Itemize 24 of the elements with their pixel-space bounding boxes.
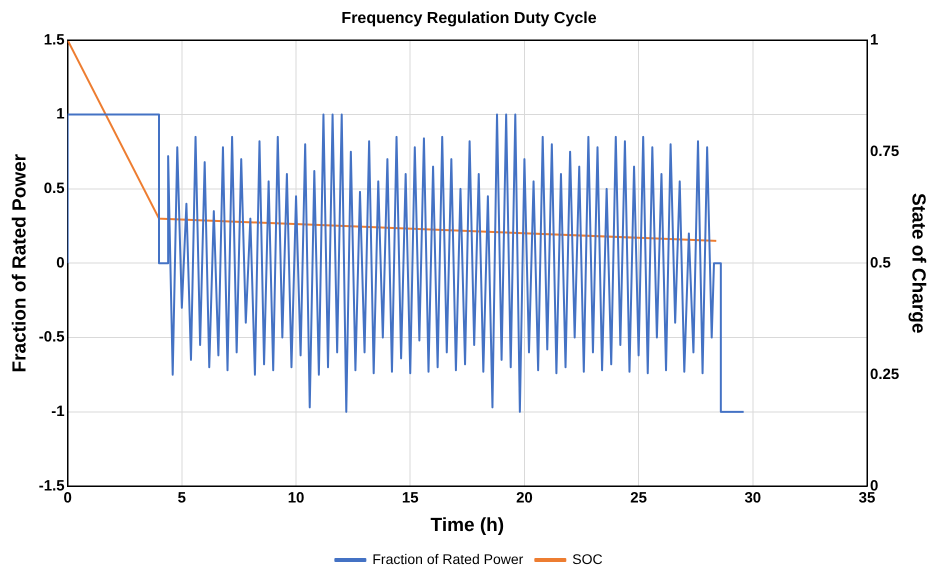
- x-tick-label: 30: [744, 489, 762, 506]
- x-tick-label: 35: [858, 489, 876, 506]
- legend-label: Fraction of Rated Power: [372, 550, 524, 567]
- y-tick-label: -1.5: [38, 477, 65, 494]
- y2-tick-label: 0.5: [870, 254, 891, 272]
- y-tick-label: 1.5: [44, 31, 65, 48]
- x-tick-label: 20: [516, 489, 533, 506]
- x-tick-label: 15: [402, 489, 419, 506]
- x-tick-label: 10: [288, 489, 304, 506]
- y-tick-label: -0.5: [38, 328, 65, 346]
- y2-axis-title: State of Charge: [907, 192, 928, 334]
- y2-tick-label: 1: [870, 31, 878, 48]
- y2-tick-label: 0.25: [870, 366, 900, 383]
- y2-tick-label: 0.75: [870, 142, 900, 160]
- chart-title: Frequency Regulation Duty Cycle: [341, 10, 597, 28]
- y-tick-label: -1: [51, 403, 65, 420]
- x-tick-label: 5: [178, 489, 186, 506]
- legend-label: SOC: [572, 550, 603, 567]
- y-tick-label: 0.5: [44, 180, 65, 198]
- y-tick-label: 1: [56, 106, 65, 123]
- x-axis-title: Time (h): [430, 514, 504, 536]
- y-tick-label: 0: [56, 254, 65, 272]
- x-tick-label: 25: [630, 489, 647, 506]
- y-axis-title: Fraction of Rated Power: [10, 153, 31, 372]
